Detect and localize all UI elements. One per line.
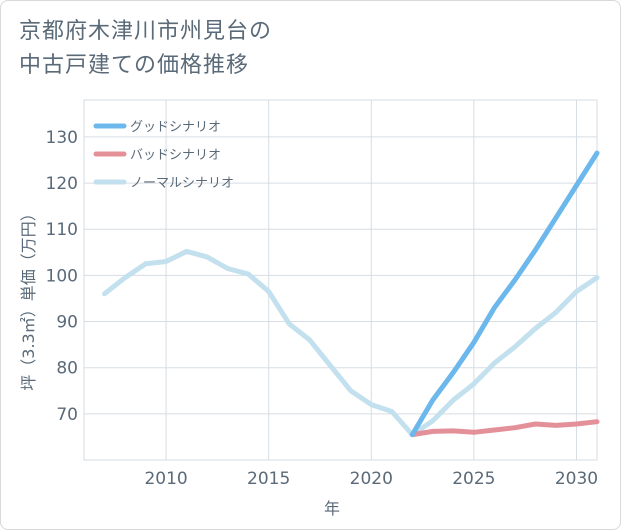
y-tick-label: 130: [46, 128, 78, 148]
grid: [83, 99, 598, 461]
y-tick-label: 110: [46, 220, 78, 240]
axes: 70 80 90 100 110 120 130 2010 2015 2020 2025 2030: [46, 128, 599, 489]
series-line-bad: [409, 419, 600, 438]
x-tick-label: 2030: [555, 469, 598, 489]
y-tick-label: 80: [56, 359, 78, 379]
y-tick-label: 100: [46, 266, 78, 286]
x-tick-label: 2020: [350, 469, 393, 489]
legend-label: バッドシナリオ: [130, 148, 221, 163]
legend-label: ノーマルシナリオ: [130, 176, 234, 191]
series-lines: [102, 150, 600, 438]
y-tick-label: 70: [56, 405, 78, 425]
chart-title: 京都府木津川市州見台の 中古戸建ての価格推移: [19, 15, 272, 83]
series-line-normal: [102, 248, 600, 438]
chart-title-line-2: 中古戸建ての価格推移: [19, 53, 250, 78]
chart-title-line-1: 京都府木津川市州見台の: [19, 19, 273, 44]
legend-label: グッドシナリオ: [130, 120, 221, 135]
y-tick-label: 120: [46, 174, 78, 194]
x-tick-label: 2010: [144, 469, 187, 489]
x-tick-label: 2015: [247, 469, 290, 489]
x-axis-title: 年: [324, 499, 340, 518]
x-tick-label: 2025: [452, 469, 495, 489]
series-line-good: [409, 150, 600, 438]
y-axis-title: 坪（3.3㎡）単価（万円）: [19, 205, 38, 390]
y-tick-label: 90: [56, 313, 78, 333]
